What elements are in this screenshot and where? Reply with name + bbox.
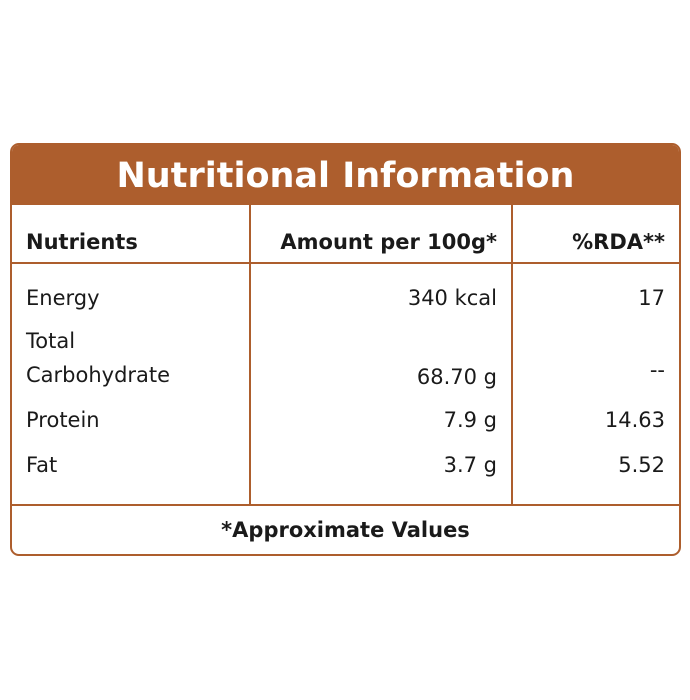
row-divider <box>12 262 679 264</box>
column-divider <box>511 205 513 506</box>
nutrition-table: Nutritional Information Nutrients Amount… <box>10 143 681 556</box>
header-cell: Nutrients <box>26 230 138 254</box>
row-divider <box>12 504 679 506</box>
table-title: Nutritional Information <box>12 145 679 205</box>
nutrient-name: Fat <box>26 453 58 477</box>
amount: 340 kcal <box>407 286 497 310</box>
header-cell: Amount per 100g* <box>280 230 497 254</box>
column-divider <box>249 205 251 506</box>
footer-note: *Approximate Values <box>221 518 470 542</box>
nutrient-name: Protein <box>26 408 100 432</box>
header-cell: %RDA** <box>572 230 665 254</box>
rda: -- <box>649 358 665 382</box>
amount: 7.9 g <box>443 408 497 432</box>
nutrient-name: Total Carbohydrate <box>26 329 171 387</box>
rda: 14.63 <box>604 408 665 432</box>
nutrient-name: Energy <box>26 286 100 310</box>
rda: 17 <box>638 286 665 310</box>
amount: 68.70 g <box>416 365 497 389</box>
amount: 3.7 g <box>443 453 497 477</box>
rda: 5.52 <box>618 453 665 477</box>
